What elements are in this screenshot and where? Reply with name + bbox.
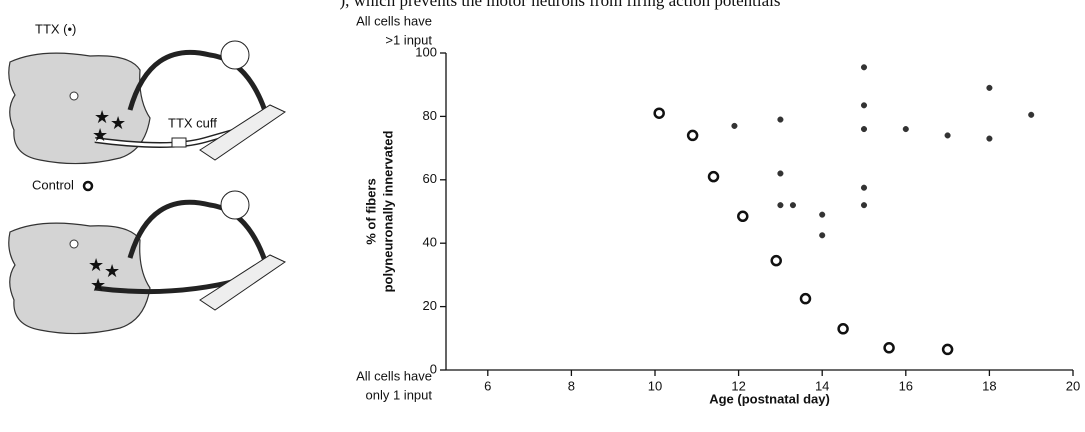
ttx-diagram: ★ ★ ★ <box>8 40 287 165</box>
control-point <box>707 170 720 183</box>
x-tick-label: 18 <box>982 378 996 393</box>
ttx-point <box>860 102 868 109</box>
caption-fragment: ), which prevents the motor neurons from… <box>340 0 781 10</box>
ttx-point <box>986 135 993 142</box>
ttx-point <box>777 170 784 177</box>
ttx-point <box>777 202 784 209</box>
y-axis-label: polyneuronally innervated <box>380 131 395 293</box>
star: ★ <box>92 125 108 145</box>
x-tick-label: 12 <box>731 378 745 393</box>
control-diagram: ★ ★ ★ <box>8 180 287 335</box>
top-annotation: >1 input <box>385 32 432 47</box>
ttx-point <box>860 202 868 209</box>
x-tick-label: 6 <box>484 378 491 393</box>
star: ★ <box>94 107 110 127</box>
y-tick-label: 60 <box>423 171 437 186</box>
y-tick-label: 40 <box>423 235 437 250</box>
x-axis-label: Age (postnatal day) <box>709 391 830 406</box>
x-tick-label: 10 <box>648 378 662 393</box>
ttx-point <box>789 202 796 209</box>
control-point <box>883 342 895 354</box>
bottom-annotation: only 1 input <box>366 387 433 402</box>
star: ★ <box>110 113 126 133</box>
y-tick-label: 0 <box>430 361 437 376</box>
x-tick-label: 20 <box>1066 378 1080 393</box>
control-point <box>837 323 849 335</box>
x-tick-label: 14 <box>815 378 829 393</box>
y-tick-label: 100 <box>415 44 437 59</box>
control-point <box>686 129 699 142</box>
ttx-point <box>860 126 868 133</box>
y-tick-label: 80 <box>423 108 437 123</box>
control-point <box>941 343 954 356</box>
ttx-point <box>986 84 993 91</box>
ttx-point <box>860 184 868 191</box>
star: ★ <box>104 261 120 281</box>
ttx-label: TTX (•) <box>35 21 76 36</box>
control-point <box>737 210 749 223</box>
star: ★ <box>88 255 104 275</box>
x-tick-label: 16 <box>899 378 913 393</box>
ttx-point <box>1028 111 1035 118</box>
control-point <box>770 254 782 267</box>
control-label: Control <box>32 177 74 192</box>
cuff-label: TTX cuff <box>168 115 217 130</box>
star: ★ <box>90 275 106 295</box>
ttx-point <box>819 211 826 218</box>
ttx-point <box>860 64 868 71</box>
ttx-point <box>902 126 909 133</box>
top-annotation: All cells have <box>356 13 432 28</box>
bottom-annotation: All cells have <box>356 368 432 383</box>
ttx-point <box>944 132 951 139</box>
control-point <box>799 292 812 305</box>
ttx-point <box>819 232 826 239</box>
y-tick-label: 20 <box>423 298 437 313</box>
ttx-point <box>777 116 784 123</box>
y-axis-label: % of fibers <box>363 178 378 244</box>
control-point <box>653 107 665 119</box>
x-tick-label: 8 <box>568 378 575 393</box>
ttx-point <box>731 122 738 129</box>
